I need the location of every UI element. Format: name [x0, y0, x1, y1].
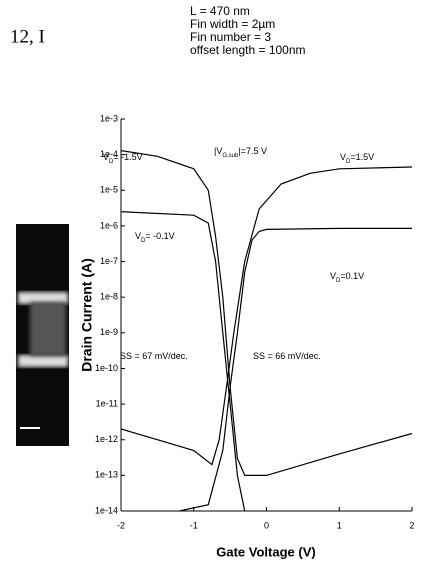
x-axis-label: Gate Voltage (V): [216, 544, 315, 559]
parameter: Fin number = 3: [190, 30, 271, 44]
heading: 12, I: [10, 26, 45, 47]
annotation-text: SS = 67 mV/dec.: [120, 351, 188, 361]
y-tick-label: 1e-13: [95, 470, 118, 480]
curve: [121, 150, 413, 476]
annotation-subscript: D: [346, 159, 351, 165]
parameter: L = 470 nm: [190, 4, 250, 18]
x-tick-label: -2: [117, 520, 125, 530]
annotation-subscript: D: [141, 238, 146, 244]
annotation: VD= -1.5V: [103, 152, 143, 164]
annotation-text: SS = 66 mV/dec.: [253, 351, 321, 361]
annotation-subscript: D: [109, 159, 114, 165]
y-tick-label: 1e-9: [100, 327, 118, 337]
annotation-text: =1.5V: [350, 152, 374, 162]
parameter: offset length = 100nm: [190, 43, 306, 57]
plot-area: [121, 150, 413, 512]
y-axis-label: Drain Current (A): [79, 258, 95, 372]
y-tick-label: 1e-7: [100, 256, 118, 266]
annotation: |VG,sub|=7.5 V: [214, 146, 267, 158]
micrograph: [16, 224, 69, 446]
annotation: VD=0.1V: [330, 271, 364, 283]
annotation: VD= -0.1V: [135, 231, 175, 243]
annotation-text: V: [330, 271, 336, 281]
y-tick-label: 1e-14: [95, 505, 118, 515]
curve: [179, 227, 412, 512]
y-tick-label: 1e-3: [100, 113, 118, 123]
annotation-text: |V: [214, 146, 222, 156]
annotation: VD=1.5V: [340, 152, 374, 164]
annotation-subscript: G,sub: [222, 153, 239, 159]
x-tick-label: 2: [409, 520, 414, 530]
annotation-text: V: [340, 152, 346, 162]
y-tick-label: 1e-4: [100, 149, 118, 159]
y-tick-label: 1e-8: [100, 292, 118, 302]
annotation-text: = -0.1V: [145, 231, 174, 241]
annotation-text: V: [135, 231, 141, 241]
annotation-text: V: [103, 152, 109, 162]
annotation: SS = 66 mV/dec.: [253, 351, 321, 361]
annotation-text: =0.1V: [340, 271, 364, 281]
y-tick-label: 1e-11: [96, 398, 118, 408]
y-tick-label: 1e-10: [95, 363, 118, 373]
x-tick-label: -1: [190, 520, 198, 530]
x-tick-label: 1: [337, 520, 342, 530]
y-tick-label: 1e-5: [100, 185, 118, 195]
annotation: SS = 67 mV/dec.: [120, 351, 188, 361]
annotation-text: = -1.5V: [113, 152, 142, 162]
parameter: Fin width = 2µm: [190, 17, 275, 31]
y-tick-label: 1e-6: [100, 220, 118, 230]
curve: [121, 166, 413, 466]
y-tick-label: 1e-12: [95, 434, 118, 444]
curve: [121, 211, 246, 512]
x-tick-label: 0: [264, 520, 269, 530]
annotation-text: |=7.5 V: [238, 146, 267, 156]
annotation-subscript: D: [336, 278, 341, 284]
